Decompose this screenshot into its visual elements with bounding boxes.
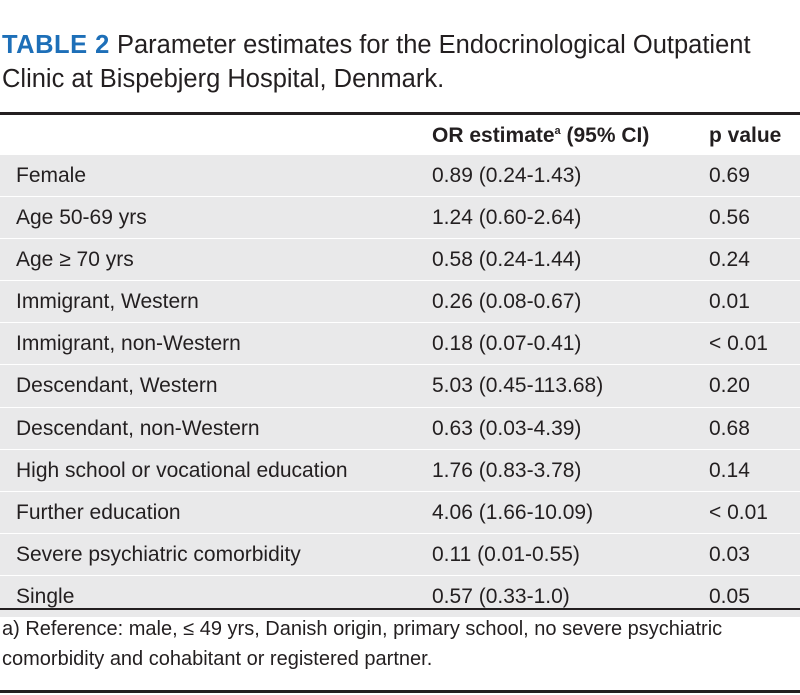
row-p-value: < 0.01 xyxy=(709,500,768,524)
table-row: High school or vocational education 1.76… xyxy=(0,449,800,492)
table-row: Severe psychiatric comorbidity 0.11 (0.0… xyxy=(0,533,800,576)
table-row: Immigrant, non-Western 0.18 (0.07-0.41) … xyxy=(0,323,800,366)
row-or-estimate: 1.24 (0.60-2.64) xyxy=(432,206,582,230)
row-p-value: 0.68 xyxy=(709,416,750,440)
table-row: Descendant, non-Western 0.63 (0.03-4.39)… xyxy=(0,407,800,450)
table-row: Immigrant, Western 0.26 (0.08-0.67) 0.01 xyxy=(0,281,800,324)
table-body: Female 0.89 (0.24-1.43) 0.69 Age 50-69 y… xyxy=(0,155,800,619)
table-row: Further education 4.06 (1.66-10.09) < 0.… xyxy=(0,491,800,534)
row-p-value: < 0.01 xyxy=(709,332,768,356)
row-label: Severe psychiatric comorbidity xyxy=(16,542,301,566)
row-label: Further education xyxy=(16,500,181,524)
header-ci-text: (95% CI) xyxy=(560,124,650,147)
row-label: Single xyxy=(16,584,75,608)
table-row: Age ≥ 70 yrs 0.58 (0.24-1.44) 0.24 xyxy=(0,239,800,282)
row-p-value: 0.05 xyxy=(709,584,750,608)
row-label: Immigrant, non-Western xyxy=(16,332,241,356)
row-or-estimate: 0.11 (0.01-0.55) xyxy=(432,542,580,566)
table-caption: Parameter estimates for the Endocrinolog… xyxy=(2,31,751,93)
header-p-value: p value xyxy=(709,124,782,147)
row-or-estimate: 0.63 (0.03-4.39) xyxy=(432,416,582,440)
row-label: Immigrant, Western xyxy=(16,290,199,314)
top-rule xyxy=(0,112,800,115)
row-p-value: 0.03 xyxy=(709,542,750,566)
header-or-footnote-mark: a xyxy=(554,125,561,137)
table-row: Female 0.89 (0.24-1.43) 0.69 xyxy=(0,155,800,198)
table-title: TABLE 2 Parameter estimates for the Endo… xyxy=(2,28,792,96)
row-label: Female xyxy=(16,164,87,187)
row-label: High school or vocational education xyxy=(16,458,348,482)
row-label: Age ≥ 70 yrs xyxy=(16,248,134,272)
table-number: TABLE 2 xyxy=(2,31,110,59)
table-row: Age 50-69 yrs 1.24 (0.60-2.64) 0.56 xyxy=(0,197,800,240)
row-or-estimate: 0.89 (0.24-1.43) xyxy=(432,164,582,187)
table-footnote: a) Reference: male, ≤ 49 yrs, Danish ori… xyxy=(2,618,723,670)
row-p-value: 0.69 xyxy=(709,164,750,187)
header-or-text: OR estimate xyxy=(432,124,555,147)
row-label: Age 50-69 yrs xyxy=(16,206,147,230)
row-or-estimate: 0.57 (0.33-1.0) xyxy=(432,584,570,608)
row-p-value: 0.24 xyxy=(709,248,750,272)
table-row: Single 0.57 (0.33-1.0) 0.05 xyxy=(0,575,800,619)
row-or-estimate: 1.76 (0.83-3.78) xyxy=(432,458,582,482)
row-or-estimate: 0.58 (0.24-1.44) xyxy=(432,248,582,272)
row-label: Descendant, Western xyxy=(16,374,218,398)
row-p-value: 0.20 xyxy=(709,374,750,398)
row-or-estimate: 0.26 (0.08-0.67) xyxy=(432,290,582,314)
bottom-rule xyxy=(0,690,800,693)
table-header: OR estimatea (95% CI) p value xyxy=(0,115,800,155)
row-or-estimate: 4.06 (1.66-10.09) xyxy=(432,500,594,524)
row-p-value: 0.01 xyxy=(709,290,750,314)
row-or-estimate: 0.18 (0.07-0.41) xyxy=(432,332,582,356)
table-row: Descendant, Western 5.03 (0.45-113.68) 0… xyxy=(0,365,800,408)
row-p-value: 0.14 xyxy=(709,458,750,482)
header-or-estimate: OR estimatea (95% CI) xyxy=(432,124,649,148)
row-or-estimate: 5.03 (0.45-113.68) xyxy=(432,374,604,398)
row-p-value: 0.56 xyxy=(709,206,750,230)
footnote-rule xyxy=(0,608,800,610)
row-label: Descendant, non-Western xyxy=(16,416,260,440)
